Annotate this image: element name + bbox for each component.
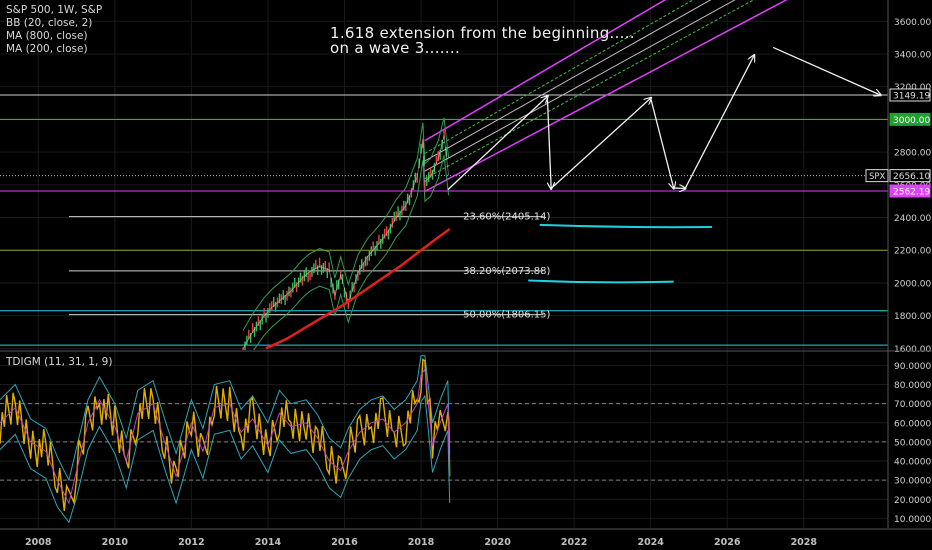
osc-band-lower <box>0 394 451 524</box>
cyan-mark <box>528 279 674 284</box>
price-tag: 3149.19 <box>893 91 930 101</box>
annotation-line-2: on a wave 3....... <box>330 39 461 57</box>
osc-tick-label: 10.0000 <box>894 515 931 525</box>
osc-tick-label: 80.0000 <box>894 381 931 391</box>
x-tick-label: 2022 <box>561 537 587 548</box>
price-tag-bg <box>889 88 931 102</box>
y-tick-label: 3600.00 <box>894 18 931 28</box>
bb-lower <box>253 155 450 350</box>
x-tick-label: 2010 <box>102 537 129 548</box>
x-tick-label: 2018 <box>408 537 435 548</box>
legend-indicator-ma200: MA (200, close) <box>6 43 88 55</box>
osc-tick-label: 40.0000 <box>894 458 931 468</box>
channel-inner <box>424 0 755 180</box>
price-line <box>242 135 449 349</box>
osc-tick-label: 30.0000 <box>894 477 931 487</box>
channel-inner <box>424 0 694 154</box>
y-tick-label: 3400.00 <box>894 50 931 60</box>
target-arrow <box>772 46 880 95</box>
osc-tick-label: 70.0000 <box>894 400 931 410</box>
price-tag: 3000.00 <box>893 116 930 126</box>
channel-lower <box>424 0 788 193</box>
fib-label: 23.60%(2405.14) <box>463 212 550 223</box>
channel-upper <box>424 0 667 142</box>
y-tick-label: 2000.00 <box>894 279 931 289</box>
projection-segment <box>546 96 551 188</box>
osc-tick-label: 50.0000 <box>894 438 931 448</box>
x-tick-label: 2026 <box>714 537 741 548</box>
x-tick-label: 2014 <box>255 537 282 548</box>
x-tick-label: 2016 <box>331 537 358 548</box>
projection-segment <box>650 97 674 188</box>
channel-inner <box>424 0 736 172</box>
price-tag: 2656.10 <box>893 172 930 182</box>
osc-tick-label: 90.0000 <box>894 362 931 372</box>
grid <box>0 0 888 528</box>
x-tick-label: 2020 <box>484 537 511 548</box>
oscillator-pane <box>0 355 888 524</box>
channel-inner <box>424 0 712 162</box>
osc-band-upper <box>0 355 451 482</box>
price-tag-bg <box>889 184 931 198</box>
osc-tick-label: 20.0000 <box>894 496 931 506</box>
projection-segment <box>684 56 754 189</box>
y-tick-label: 1600.00 <box>894 345 931 355</box>
legend: S&P 500, 1W, S&P BB (20, close, 2) MA (8… <box>6 4 102 56</box>
oscillator-title: TDIGM (11, 31, 1, 9) <box>6 356 113 368</box>
price-tag: 2562.19 <box>893 187 930 197</box>
x-tick-label: 2028 <box>791 537 818 548</box>
osc-signal <box>0 367 451 505</box>
legend-indicator-bb: BB (20, close, 2) <box>6 17 93 29</box>
x-tick-label: 2008 <box>25 537 52 548</box>
osc-line <box>0 358 451 511</box>
legend-symbol: S&P 500, 1W, S&P <box>6 4 103 16</box>
y-tick-label: 2400.00 <box>894 214 931 224</box>
fib-label: 50.00%(1806.15) <box>463 310 550 321</box>
y-tick-label: 3200.00 <box>894 83 931 93</box>
y-tick-label: 1800.00 <box>894 312 931 322</box>
projection-segment <box>550 98 651 189</box>
ma200-line <box>265 227 451 350</box>
annotation-line-1: 1.618 extension from the beginning..... <box>330 24 635 42</box>
cyan-mark <box>539 223 712 229</box>
annotation-text: 1.618 extension from the beginning..... … <box>330 26 635 56</box>
price-tag-bg <box>889 169 931 183</box>
y-tick-label: 2200.00 <box>894 247 931 257</box>
x-tick-label: 2024 <box>637 537 664 548</box>
symbol-tag-bg <box>865 169 889 183</box>
fib-label: 38.20%(2073.88) <box>463 266 550 277</box>
projection-segment <box>447 96 548 191</box>
price-pane: 23.60%(2405.14) 38.20%(2073.88) 50.00%(180… <box>0 0 888 350</box>
legend-indicator-ma800: MA (800, close) <box>6 30 88 42</box>
x-tick-label: 2012 <box>178 537 204 548</box>
osc-tick-label: 60.0000 <box>894 419 931 429</box>
price-tag-bg <box>889 112 931 126</box>
y-tick-label: 2800.00 <box>894 149 931 159</box>
symbol-tag: SPX <box>869 172 886 182</box>
